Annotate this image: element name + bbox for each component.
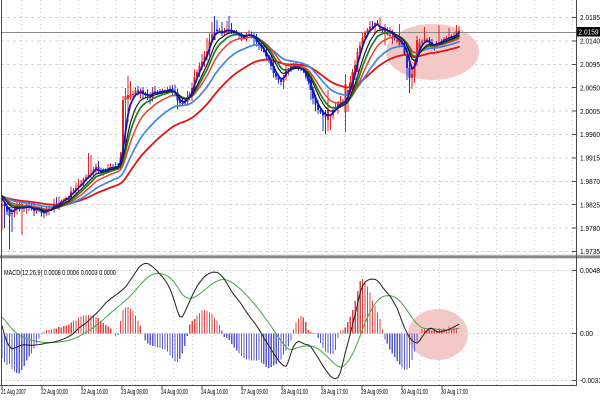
svg-text:2.0005: 2.0005 <box>580 107 600 116</box>
svg-text:2.0050: 2.0050 <box>580 83 600 92</box>
svg-text:22 Aug 00:00: 22 Aug 00:00 <box>41 387 68 396</box>
svg-text:1.9960: 1.9960 <box>580 130 600 139</box>
svg-text:2.0185: 2.0185 <box>580 13 600 22</box>
svg-text:1.9735: 1.9735 <box>580 247 600 256</box>
svg-text:-0.0033: -0.0033 <box>580 376 600 385</box>
svg-text:2.0095: 2.0095 <box>580 60 600 69</box>
svg-text:2.0140: 2.0140 <box>580 37 600 46</box>
svg-text:27 Aug 09:00: 27 Aug 09:00 <box>241 387 268 396</box>
svg-text:2.0159: 2.0159 <box>579 28 599 37</box>
svg-text:28 Aug 01:00: 28 Aug 01:00 <box>281 387 308 396</box>
svg-text:30 Aug 01:00: 30 Aug 01:00 <box>401 387 428 396</box>
svg-text:0.00: 0.00 <box>580 329 593 338</box>
svg-text:24 Aug 00:00: 24 Aug 00:00 <box>161 387 188 396</box>
svg-text:23 Aug 08:00: 23 Aug 08:00 <box>121 387 148 396</box>
svg-text:1.9825: 1.9825 <box>580 200 600 209</box>
svg-text:21 Aug 2007: 21 Aug 2007 <box>1 387 26 396</box>
svg-text:28 Aug 17:00: 28 Aug 17:00 <box>321 387 348 396</box>
svg-text:MACD(12,26,9) 0.0008 0.0006 0.: MACD(12,26,9) 0.0008 0.0006 0.0003 0.000… <box>4 268 116 277</box>
svg-text:29 Aug 09:00: 29 Aug 09:00 <box>361 387 388 396</box>
svg-text:1.9780: 1.9780 <box>580 224 600 233</box>
svg-text:22 Aug 16:00: 22 Aug 16:00 <box>81 387 108 396</box>
svg-text:1.9870: 1.9870 <box>580 177 600 186</box>
svg-text:24 Aug 16:00: 24 Aug 16:00 <box>201 387 228 396</box>
svg-text:30 Aug 17:00: 30 Aug 17:00 <box>441 387 468 396</box>
svg-text:1.9915: 1.9915 <box>580 154 600 163</box>
svg-text:0.0048: 0.0048 <box>580 266 600 275</box>
